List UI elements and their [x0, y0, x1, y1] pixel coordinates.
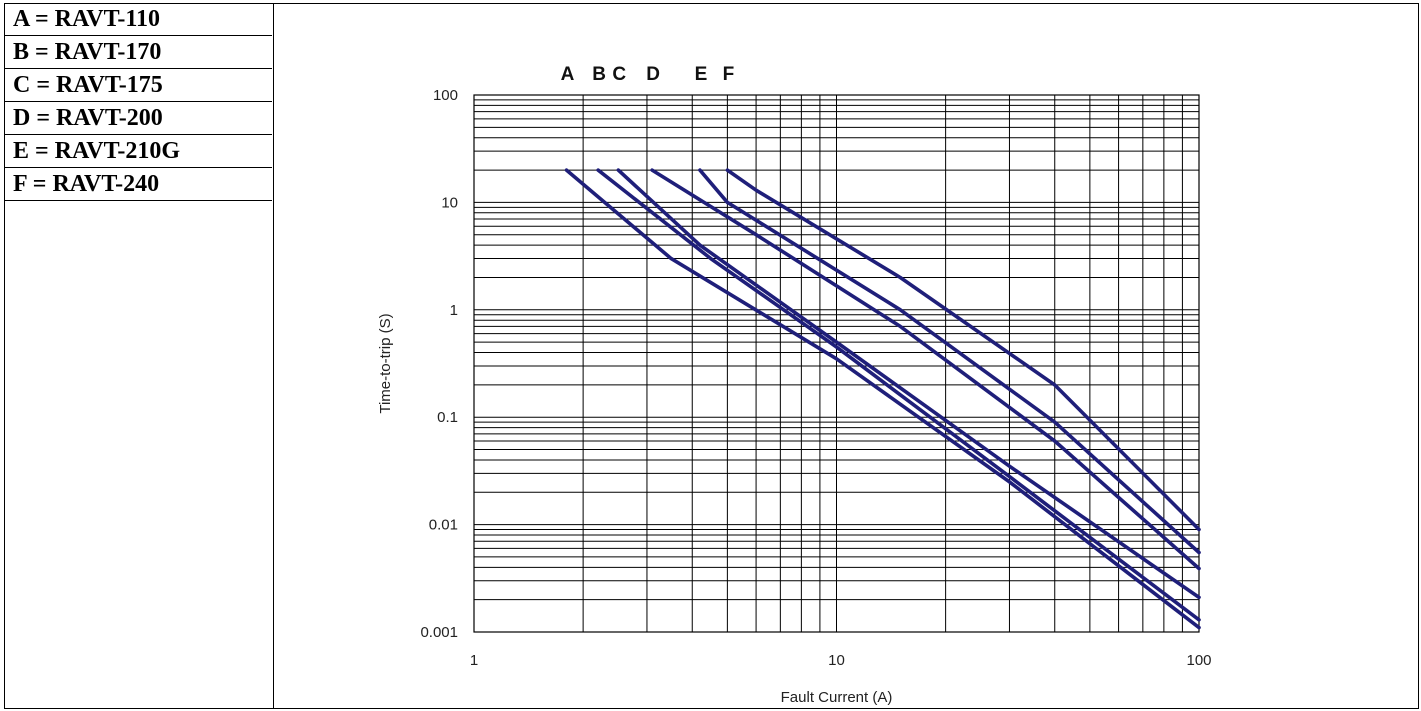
legend-entry-e: E = RAVT-210G: [4, 135, 272, 168]
y-tick-label: 10: [441, 194, 458, 211]
curve-c: [616, 168, 1201, 600]
curve-label-c: C: [612, 64, 626, 85]
legend-entry-d: D = RAVT-200: [4, 102, 272, 135]
y-axis-label: Time-to-trip (S): [377, 313, 394, 413]
y-tick-label: 0.01: [429, 517, 458, 534]
y-tick-label: 1: [450, 302, 458, 319]
curve-e: [698, 168, 1201, 555]
y-tick-label: 0.001: [420, 624, 458, 641]
curve-label-a: A: [561, 64, 575, 85]
curve-b: [596, 168, 1201, 622]
plot-border: [473, 94, 1200, 633]
page-frame: [4, 3, 1419, 709]
legend-entry-b: B = RAVT-170: [4, 36, 272, 69]
legend-entry-c: C = RAVT-175: [4, 69, 272, 102]
y-tick-label: 0.1: [437, 409, 458, 426]
curve-label-e: E: [695, 64, 708, 85]
legend-panel: A = RAVT-110 B = RAVT-170 C = RAVT-175 D…: [4, 3, 274, 709]
curve-label-b: B: [592, 64, 606, 85]
x-tick-label: 1: [470, 652, 478, 669]
x-axis-label: Fault Current (A): [781, 689, 893, 706]
x-tick-label: 100: [1186, 652, 1211, 669]
curve-d: [650, 168, 1201, 571]
curve-a: [564, 168, 1201, 630]
legend-entry-f: F = RAVT-240: [4, 168, 272, 201]
x-tick-label: 10: [828, 652, 845, 669]
curve-label-d: D: [646, 64, 660, 85]
curve-f: [725, 168, 1201, 532]
legend-entry-a: A = RAVT-110: [4, 3, 272, 36]
curve-label-f: F: [723, 64, 735, 85]
y-tick-label: 100: [433, 87, 458, 104]
